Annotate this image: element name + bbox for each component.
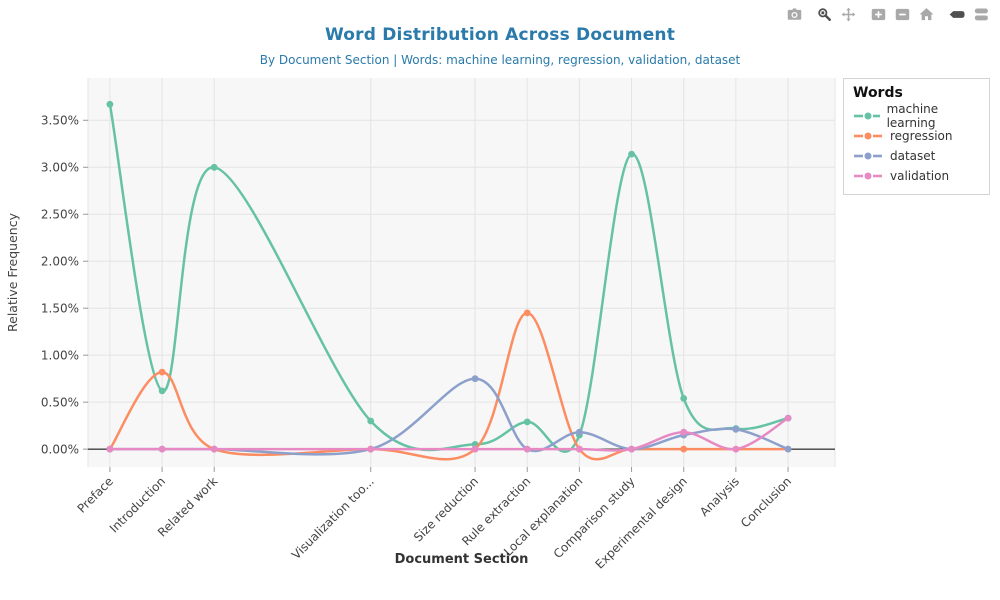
camera-button[interactable] <box>785 5 804 24</box>
autoscale-home-icon <box>919 7 934 22</box>
hover-closest-icon <box>947 7 967 22</box>
data-point-marker <box>158 445 166 453</box>
data-point-marker <box>158 368 166 376</box>
legend-entry-label: regression <box>890 129 953 143</box>
hover-compare-button[interactable] <box>971 5 990 24</box>
y-tick-label: 2.50% <box>41 207 79 221</box>
data-point-marker <box>784 445 792 453</box>
y-tick-label: 1.50% <box>41 301 79 315</box>
data-point-marker <box>628 150 635 158</box>
legend: Words machine learning regression dataset v… <box>843 78 990 195</box>
data-point-marker <box>732 426 740 433</box>
data-point-marker <box>210 445 218 453</box>
legend-entry-label: dataset <box>890 149 936 163</box>
legend-swatch-icon <box>854 132 882 140</box>
data-point-marker <box>523 445 531 453</box>
series-validation <box>106 414 792 453</box>
zoom-out-icon <box>895 7 910 22</box>
y-tick-label: 1.00% <box>41 348 79 362</box>
legend-entries: machine learning regression dataset validat… <box>853 102 979 186</box>
legend-entry-machine-learning[interactable]: machine learning <box>853 102 979 130</box>
zoom-in-button[interactable] <box>869 5 888 24</box>
data-point-marker <box>680 445 688 453</box>
autoscale-home-button[interactable] <box>917 5 936 24</box>
data-point-marker <box>158 387 166 395</box>
legend-entry-regression[interactable]: regression <box>853 126 979 146</box>
plot-background[interactable] <box>88 78 835 467</box>
y-tick-label: 3.50% <box>41 113 79 127</box>
data-point-marker <box>367 417 375 425</box>
legend-title: Words <box>853 85 903 101</box>
legend-swatch-icon <box>854 172 882 180</box>
data-point-marker <box>628 445 635 453</box>
modebar <box>774 5 990 24</box>
data-point-marker <box>576 445 583 453</box>
legend-entry-dataset[interactable]: dataset <box>853 146 979 166</box>
hover-closest-button[interactable] <box>947 5 966 24</box>
legend-entry-label: validation <box>890 169 950 183</box>
x-tick-label: Conclusion <box>738 474 794 530</box>
data-point-marker <box>784 414 792 422</box>
data-point-marker <box>471 375 479 383</box>
x-tick-label: Analysis <box>697 474 742 519</box>
data-point-marker <box>680 395 688 402</box>
zoom-button[interactable] <box>815 5 834 24</box>
hover-compare-icon <box>971 7 991 22</box>
data-point-marker <box>106 100 114 108</box>
data-point-marker <box>367 445 375 453</box>
series-line <box>108 416 790 452</box>
data-point-marker <box>471 445 479 453</box>
data-point-marker <box>523 309 531 317</box>
legend-swatch-icon <box>854 152 882 160</box>
y-axis-title: Relative Frequency <box>5 212 20 332</box>
camera-icon <box>787 7 802 22</box>
data-point-marker <box>680 428 688 436</box>
pan-icon <box>841 7 856 22</box>
series-line <box>108 103 790 453</box>
data-point-marker <box>210 163 218 171</box>
pan-button[interactable] <box>839 5 858 24</box>
data-point-marker <box>523 418 531 426</box>
data-point-marker <box>106 445 114 453</box>
gridlines <box>87 78 836 467</box>
y-tick-label: 3.00% <box>41 160 79 174</box>
y-tick-label: 0.50% <box>41 395 79 409</box>
zoom-icon <box>817 7 832 22</box>
x-axis-title: Document Section <box>395 552 529 567</box>
y-tick-label: 0.00% <box>41 442 79 456</box>
legend-entry-label: machine learning <box>886 102 939 130</box>
zoom-out-button[interactable] <box>893 5 912 24</box>
data-point-marker <box>576 428 583 436</box>
zoom-in-icon <box>871 7 886 22</box>
x-tick-label: Experimental design <box>593 474 690 571</box>
legend-entry-validation[interactable]: validation <box>853 166 979 186</box>
x-tick-label: Preface <box>75 474 116 515</box>
x-tick-label: Visualization too... <box>289 474 377 562</box>
data-point-marker <box>732 445 740 453</box>
y-tick-label: 2.00% <box>41 254 79 268</box>
legend-swatch-icon <box>854 112 880 120</box>
